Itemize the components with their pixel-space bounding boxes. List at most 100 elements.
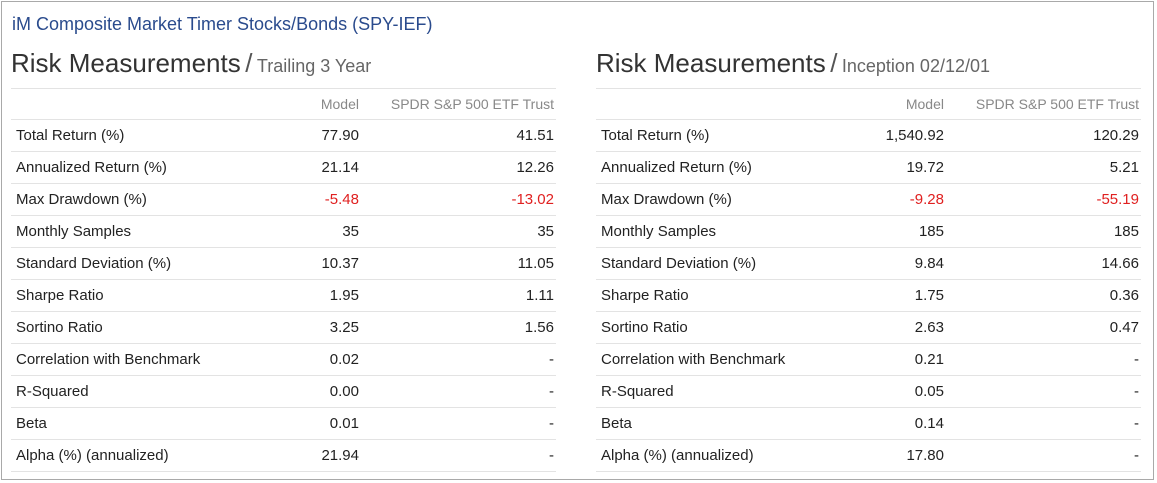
metric-label: Sharpe Ratio	[11, 279, 266, 312]
table-row: Total Return (%) 1,540.92 120.29	[596, 119, 1141, 152]
benchmark-value: -	[946, 439, 1141, 472]
benchmark-value: 41.51	[361, 119, 556, 152]
benchmark-value: -	[946, 407, 1141, 440]
risk-table: Model SPDR S&P 500 ETF Trust Total Retur…	[596, 88, 1141, 472]
table-row: R-Squared 0.00-	[11, 375, 556, 408]
model-value: 1.75	[851, 279, 946, 312]
metric-label: Max Drawdown (%)	[596, 183, 851, 216]
metric-label: Sharpe Ratio	[596, 279, 851, 312]
metric-label: Total Return (%)	[596, 119, 851, 152]
metric-label: R-Squared	[11, 375, 266, 408]
metric-label: Beta	[596, 407, 851, 440]
model-value: 77.90	[266, 119, 361, 152]
benchmark-value: -	[361, 439, 556, 472]
column-header-model: Model	[266, 88, 361, 120]
panel-heading-period: Inception 02/12/01	[841, 56, 990, 76]
model-value: 9.84	[851, 247, 946, 280]
model-value: 3.25	[266, 311, 361, 344]
model-value: 0.02	[266, 343, 361, 376]
table-row: Sharpe Ratio 1.75 0.36	[596, 279, 1141, 312]
metric-label: Alpha (%) (annualized)	[11, 439, 266, 472]
inception-panel: Risk Measurements / Inception 02/12/01 M…	[596, 48, 1141, 472]
metric-label: Sortino Ratio	[596, 311, 851, 344]
benchmark-value: 35	[361, 215, 556, 248]
page-title: iM Composite Market Timer Stocks/Bonds (…	[12, 14, 433, 34]
model-value: 10.37	[266, 247, 361, 280]
benchmark-value: 1.11	[361, 279, 556, 312]
table-row: Annualized Return (%) 21.14 12.26	[11, 151, 556, 184]
metric-label: Standard Deviation (%)	[596, 247, 851, 280]
table-header-row: Model SPDR S&P 500 ETF Trust	[596, 88, 1141, 120]
table-row: Standard Deviation (%) 10.37 11.05	[11, 247, 556, 280]
benchmark-value: -55.19	[946, 183, 1141, 216]
table-row: Beta 0.14-	[596, 407, 1141, 440]
model-value: 17.80	[851, 439, 946, 472]
table-row: Monthly Samples 35 35	[11, 215, 556, 248]
table-row: Standard Deviation (%) 9.84 14.66	[596, 247, 1141, 280]
metric-label: Alpha (%) (annualized)	[596, 439, 851, 472]
metric-label: Annualized Return (%)	[11, 151, 266, 184]
panel-heading-period: Trailing 3 Year	[256, 56, 372, 76]
model-value: 0.01	[266, 407, 361, 440]
metric-label: Sortino Ratio	[11, 311, 266, 344]
table-row: Correlation with Benchmark 0.02-	[11, 343, 556, 376]
model-value: 19.72	[851, 151, 946, 184]
benchmark-value: 11.05	[361, 247, 556, 280]
benchmark-value: 120.29	[946, 119, 1141, 152]
benchmark-value: -	[361, 343, 556, 376]
benchmark-value: -	[361, 375, 556, 408]
metric-label: Beta	[11, 407, 266, 440]
panel-heading-separator: /	[245, 48, 253, 78]
model-value: 2.63	[851, 311, 946, 344]
benchmark-value: 14.66	[946, 247, 1141, 280]
model-value: -5.48	[266, 183, 361, 216]
panel-heading: Risk Measurements / Inception 02/12/01	[596, 48, 1141, 88]
model-value: 1,540.92	[851, 119, 946, 152]
table-row: Beta 0.01-	[11, 407, 556, 440]
table-row: Annualized Return (%) 19.72 5.21	[596, 151, 1141, 184]
column-header-model: Model	[851, 88, 946, 120]
panel-heading-title: Risk Measurements	[596, 48, 826, 78]
column-header-benchmark: SPDR S&P 500 ETF Trust	[946, 88, 1141, 120]
metric-label: Correlation with Benchmark	[596, 343, 851, 376]
metric-label: R-Squared	[596, 375, 851, 408]
table-row: Alpha (%) (annualized) 21.94-	[11, 439, 556, 472]
model-value: 0.05	[851, 375, 946, 408]
benchmark-value: 1.56	[361, 311, 556, 344]
model-value: 21.14	[266, 151, 361, 184]
model-value: 0.00	[266, 375, 361, 408]
benchmark-value: 185	[946, 215, 1141, 248]
panel-heading: Risk Measurements / Trailing 3 Year	[11, 48, 556, 88]
benchmark-value: -13.02	[361, 183, 556, 216]
benchmark-value: -	[361, 407, 556, 440]
metric-label: Max Drawdown (%)	[11, 183, 266, 216]
table-row: R-Squared 0.05-	[596, 375, 1141, 408]
table-row: Alpha (%) (annualized) 17.80-	[596, 439, 1141, 472]
table-row: Correlation with Benchmark 0.21-	[596, 343, 1141, 376]
table-row: Sharpe Ratio 1.95 1.11	[11, 279, 556, 312]
table-row: Sortino Ratio 3.25 1.56	[11, 311, 556, 344]
metric-label: Correlation with Benchmark	[11, 343, 266, 376]
metric-label: Monthly Samples	[596, 215, 851, 248]
column-header-metric	[596, 88, 851, 120]
benchmark-value: 0.47	[946, 311, 1141, 344]
benchmark-value: 5.21	[946, 151, 1141, 184]
model-value: -9.28	[851, 183, 946, 216]
panel-heading-separator: /	[830, 48, 838, 78]
benchmark-value: 12.26	[361, 151, 556, 184]
table-header-row: Model SPDR S&P 500 ETF Trust	[11, 88, 556, 120]
benchmark-value: 0.36	[946, 279, 1141, 312]
table-row: Sortino Ratio 2.63 0.47	[596, 311, 1141, 344]
metric-label: Monthly Samples	[11, 215, 266, 248]
benchmark-value: -	[946, 343, 1141, 376]
metric-label: Standard Deviation (%)	[11, 247, 266, 280]
column-header-metric	[11, 88, 266, 120]
column-header-benchmark: SPDR S&P 500 ETF Trust	[361, 88, 556, 120]
metric-label: Annualized Return (%)	[596, 151, 851, 184]
model-value: 0.14	[851, 407, 946, 440]
risk-table: Model SPDR S&P 500 ETF Trust Total Retur…	[11, 88, 556, 472]
panel-heading-title: Risk Measurements	[11, 48, 241, 78]
benchmark-value: -	[946, 375, 1141, 408]
table-row: Total Return (%) 77.90 41.51	[11, 119, 556, 152]
